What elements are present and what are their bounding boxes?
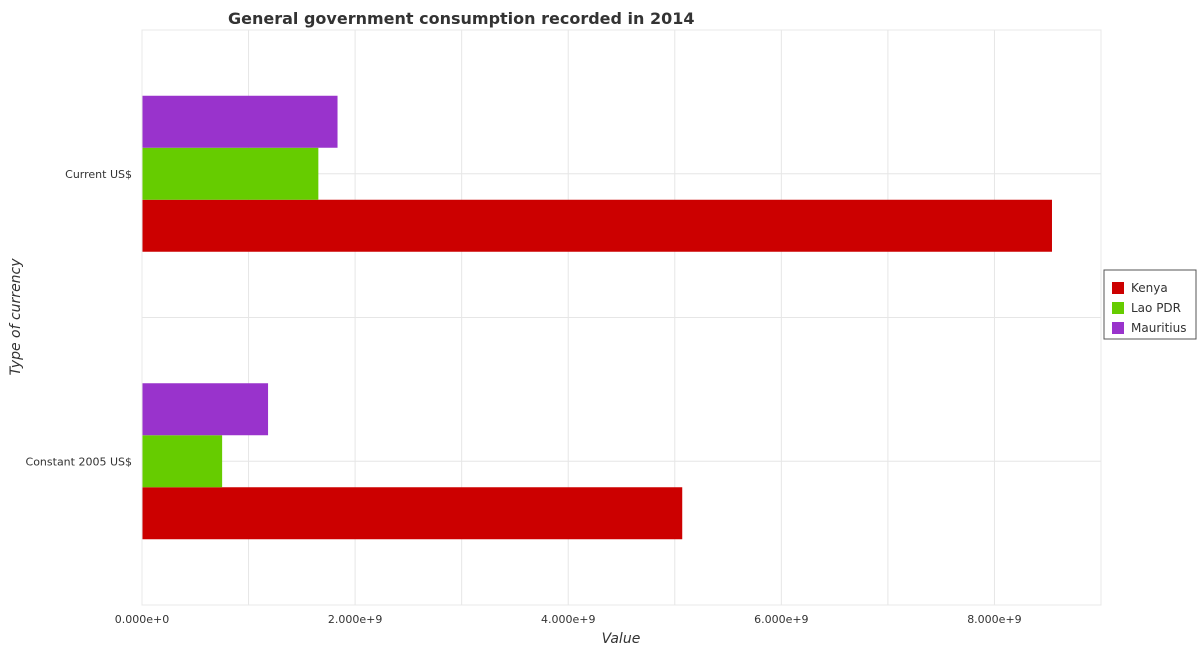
x-tick-label: 8.000e+9 [967,613,1021,626]
x-tick-label: 0.000e+0 [115,613,169,626]
bar-lao-pdr-constant-2005-us- [142,435,223,488]
x-tick-labels: 0.000e+0 2.000e+9 4.000e+9 6.000e+9 8.000e+9 [115,613,1022,626]
y-tick-label: Constant 2005 US$ [26,455,132,468]
y-tick-labels: Constant 2005 US$ Current US$ [26,168,132,469]
x-tick-label: 6.000e+9 [754,613,808,626]
x-tick-label: 4.000e+9 [541,613,595,626]
legend-label: Lao PDR [1131,301,1181,315]
bar-mauritius-current-us- [142,95,338,148]
bar-lao-pdr-current-us- [142,147,319,200]
y-axis-label: Type of currency [8,258,24,376]
legend-label: Mauritius [1131,321,1186,335]
x-axis-label: Value [602,631,641,647]
legend-swatch [1112,302,1124,314]
x-tick-label: 2.000e+9 [328,613,382,626]
bar-mauritius-constant-2005-us- [142,383,269,436]
bar-kenya-constant-2005-us- [142,487,683,540]
legend-label: Kenya [1131,281,1168,295]
legend-swatch [1112,322,1124,334]
legend-swatch [1112,282,1124,294]
legend: Kenya Lao PDR Mauritius [1103,269,1197,340]
bars [142,95,1052,540]
bar-kenya-current-us- [142,199,1052,252]
y-tick-label: Current US$ [65,168,132,181]
chart-title: General government consumption recorded … [228,9,695,28]
plot-area-border [141,29,1102,606]
